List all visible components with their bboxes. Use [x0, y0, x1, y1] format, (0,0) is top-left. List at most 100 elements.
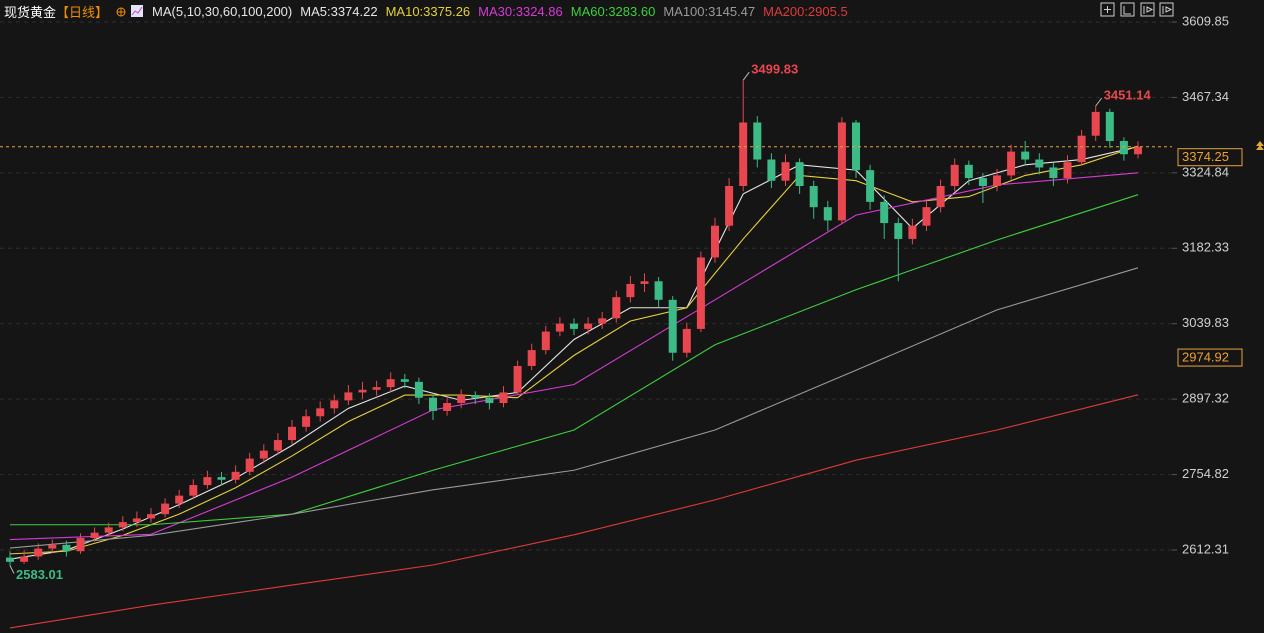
y-tick-label: 2754.82: [1182, 466, 1229, 481]
candle-body: [203, 477, 212, 486]
ma-line: [9, 172, 1139, 541]
ma-line: [9, 146, 1139, 560]
candle-body: [471, 395, 480, 398]
candle-body: [372, 387, 381, 390]
candle-body: [1091, 111, 1100, 136]
candle-body: [922, 207, 931, 226]
candle-body: [1007, 151, 1016, 176]
candle-body: [330, 400, 339, 409]
candle-body: [725, 185, 734, 226]
header-icons[interactable]: [116, 4, 144, 18]
candle-body: [358, 389, 367, 393]
candle-body: [344, 392, 353, 401]
marker-price-box: [1177, 348, 1243, 367]
candle-body: [302, 416, 311, 427]
candle-body: [104, 527, 113, 533]
candle-body: [76, 537, 85, 552]
candle-body: [570, 323, 578, 329]
candle-body: [640, 281, 649, 284]
candle-body: [626, 283, 635, 298]
annotation: 3451.14: [1104, 87, 1152, 102]
candle-body: [809, 185, 818, 208]
candle-body: [245, 458, 254, 472]
candle-body: [880, 201, 889, 224]
candle-body: [316, 408, 325, 417]
candle-body: [90, 532, 99, 538]
candle-body: [499, 392, 508, 404]
candle-body: [837, 122, 846, 221]
candle-body: [781, 162, 790, 181]
candle-body: [612, 297, 621, 319]
ma-line: [9, 145, 1139, 555]
candle-body: [894, 223, 903, 239]
candle-body: [1035, 159, 1044, 168]
candle-body: [950, 164, 959, 186]
candle-body: [823, 207, 832, 221]
annotation-leader: [9, 565, 15, 574]
candle-body: [908, 225, 917, 239]
candle-body: [584, 323, 593, 329]
candle-body: [866, 170, 875, 202]
candle-body: [1049, 167, 1058, 179]
candle-body: [753, 122, 762, 160]
price-arrow: [1256, 141, 1264, 150]
legend-entry: MA5:3374.22: [300, 3, 378, 19]
ma-line: [9, 394, 1139, 629]
candle-body: [147, 514, 155, 519]
candle-body: [414, 381, 423, 398]
legend-entry: MA100:3145.47: [663, 3, 756, 19]
candle-body: [541, 331, 550, 351]
candle-body: [1134, 146, 1142, 155]
y-tick-label: 3609.85: [1182, 13, 1229, 28]
ma-line: [9, 267, 1139, 549]
candle-body: [386, 379, 395, 388]
legend-entry: MA30:3324.86: [478, 3, 563, 19]
candle-body: [668, 299, 677, 353]
y-tick-label: 3467.34: [1182, 89, 1229, 104]
candle-body: [443, 403, 452, 411]
candle-body: [978, 178, 987, 186]
candle-body: [739, 122, 748, 186]
marker-price: 2974.92: [1182, 350, 1229, 365]
candle-body: [682, 328, 691, 353]
candle-body: [118, 522, 127, 528]
candle-body: [175, 495, 184, 504]
tool-icon[interactable]: [1100, 2, 1115, 17]
tool-icon[interactable]: [1140, 2, 1155, 17]
legend-entry: MA200:2905.5: [763, 3, 848, 19]
candle-body: [231, 471, 240, 480]
annotation: 2583.01: [16, 567, 63, 582]
candle-body: [6, 557, 14, 562]
ma-line: [10, 194, 1139, 526]
candle-body: [654, 281, 663, 300]
candle-body: [1063, 162, 1072, 179]
candle-body: [1105, 111, 1114, 142]
candle-body: [259, 450, 268, 459]
period: 【日线】: [56, 4, 109, 20]
candle-body: [936, 185, 945, 208]
candle-body: [189, 485, 198, 496]
candle-body: [273, 440, 282, 451]
toolbar: [1100, 2, 1174, 17]
candle-body: [400, 379, 409, 382]
tool-icon[interactable]: [1120, 2, 1135, 17]
annotation-leader: [1095, 97, 1103, 107]
annotation: 3499.83: [751, 62, 798, 77]
candle-body: [711, 225, 719, 258]
legend-entry: MA60:3283.60: [570, 3, 656, 19]
price-tag: 3374.25: [1182, 149, 1229, 164]
candle-body: [217, 477, 226, 480]
candle-body: [1021, 151, 1030, 160]
candle-body: [34, 548, 43, 557]
candle-body: [48, 544, 57, 549]
y-tick-label: 3039.83: [1182, 315, 1229, 330]
candle-body: [513, 365, 522, 393]
price-tag-box: [1177, 148, 1243, 167]
candle-body: [795, 162, 804, 186]
candle-body: [555, 323, 564, 332]
legend-entry: MA10:3375.26: [385, 3, 471, 19]
y-tick-label: 3324.84: [1182, 164, 1229, 179]
y-tick-label: 3182.33: [1182, 240, 1229, 255]
tool-icon[interactable]: [1159, 2, 1174, 17]
